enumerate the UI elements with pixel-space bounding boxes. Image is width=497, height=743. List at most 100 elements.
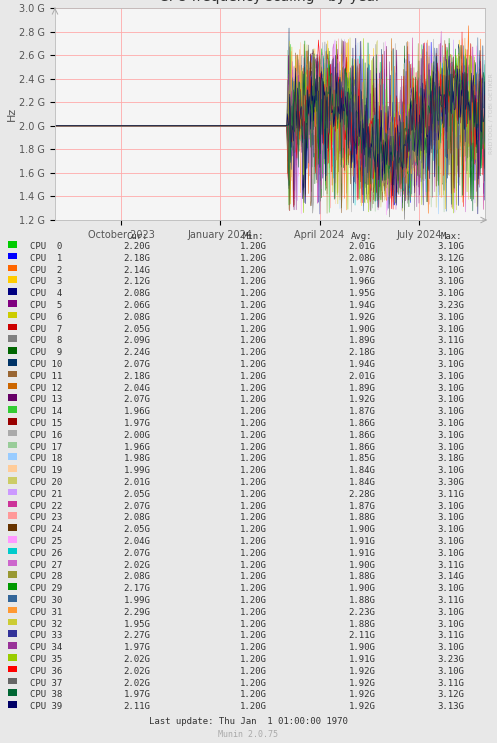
Text: 3.11G: 3.11G [437, 337, 464, 345]
Text: 2.01G: 2.01G [348, 372, 375, 381]
Text: 1.20G: 1.20G [240, 301, 266, 310]
Text: 1.91G: 1.91G [348, 655, 375, 664]
Text: CPU 33: CPU 33 [30, 632, 62, 640]
Text: CPU 30: CPU 30 [30, 596, 62, 605]
Text: 1.96G: 1.96G [348, 277, 375, 286]
Text: 3.11G: 3.11G [437, 632, 464, 640]
Text: 1.92G: 1.92G [348, 313, 375, 322]
Text: CPU  2: CPU 2 [30, 265, 62, 275]
Text: 1.20G: 1.20G [240, 289, 266, 298]
Text: Munin 2.0.75: Munin 2.0.75 [219, 730, 278, 739]
Text: 3.11G: 3.11G [437, 596, 464, 605]
Text: 1.20G: 1.20G [240, 383, 266, 392]
Text: 1.85G: 1.85G [348, 455, 375, 464]
Text: 2.18G: 2.18G [124, 372, 151, 381]
Text: 2.08G: 2.08G [124, 313, 151, 322]
Text: CPU 31: CPU 31 [30, 608, 62, 617]
Text: CPU 15: CPU 15 [30, 419, 62, 428]
Text: 1.91G: 1.91G [348, 537, 375, 546]
Text: 3.10G: 3.10G [437, 383, 464, 392]
Text: 1.84G: 1.84G [348, 466, 375, 476]
Text: 2.00G: 2.00G [124, 431, 151, 440]
Text: 3.12G: 3.12G [437, 690, 464, 699]
Text: CPU 36: CPU 36 [30, 666, 62, 676]
Text: CPU  5: CPU 5 [30, 301, 62, 310]
Text: 1.89G: 1.89G [348, 337, 375, 345]
Text: 3.14G: 3.14G [437, 572, 464, 582]
Text: CPU 18: CPU 18 [30, 455, 62, 464]
Text: 1.94G: 1.94G [348, 301, 375, 310]
Text: 2.09G: 2.09G [124, 337, 151, 345]
Text: 1.20G: 1.20G [240, 702, 266, 711]
Text: 3.10G: 3.10G [437, 395, 464, 404]
Text: 1.20G: 1.20G [240, 584, 266, 593]
Text: 1.20G: 1.20G [240, 337, 266, 345]
Text: CPU 38: CPU 38 [30, 690, 62, 699]
Text: CPU  0: CPU 0 [30, 242, 62, 251]
Text: 3.10G: 3.10G [437, 419, 464, 428]
Text: 1.92G: 1.92G [348, 666, 375, 676]
Text: 3.23G: 3.23G [437, 655, 464, 664]
Text: 3.10G: 3.10G [437, 513, 464, 522]
Text: 2.06G: 2.06G [124, 301, 151, 310]
Text: 3.11G: 3.11G [437, 678, 464, 687]
Text: 1.90G: 1.90G [348, 584, 375, 593]
Text: 1.20G: 1.20G [240, 395, 266, 404]
Text: 1.92G: 1.92G [348, 702, 375, 711]
Text: 1.20G: 1.20G [240, 525, 266, 534]
Text: CPU 20: CPU 20 [30, 478, 62, 487]
Text: 3.10G: 3.10G [437, 537, 464, 546]
Text: 1.98G: 1.98G [124, 455, 151, 464]
Text: 2.05G: 2.05G [124, 490, 151, 499]
Text: 1.20G: 1.20G [240, 666, 266, 676]
Text: 1.87G: 1.87G [348, 502, 375, 510]
Text: 1.96G: 1.96G [124, 443, 151, 452]
Text: 2.07G: 2.07G [124, 360, 151, 369]
Text: 3.10G: 3.10G [437, 431, 464, 440]
Text: 1.90G: 1.90G [348, 643, 375, 652]
Text: 1.90G: 1.90G [348, 325, 375, 334]
Text: CPU 10: CPU 10 [30, 360, 62, 369]
Text: 1.88G: 1.88G [348, 572, 375, 582]
Text: 3.10G: 3.10G [437, 666, 464, 676]
Text: 1.97G: 1.97G [348, 265, 375, 275]
Text: 2.02G: 2.02G [124, 561, 151, 570]
Text: 1.86G: 1.86G [348, 431, 375, 440]
Text: 1.20G: 1.20G [240, 325, 266, 334]
Text: 1.20G: 1.20G [240, 242, 266, 251]
Text: 1.97G: 1.97G [124, 643, 151, 652]
Text: 3.10G: 3.10G [437, 608, 464, 617]
Text: 2.18G: 2.18G [348, 348, 375, 357]
Text: 1.20G: 1.20G [240, 407, 266, 416]
Text: CPU  1: CPU 1 [30, 254, 62, 263]
Text: 1.90G: 1.90G [348, 561, 375, 570]
Text: RRDTOOL / TOBI OETIKER: RRDTOOL / TOBI OETIKER [489, 74, 494, 155]
Text: 1.20G: 1.20G [240, 502, 266, 510]
Text: 1.20G: 1.20G [240, 419, 266, 428]
Text: 2.02G: 2.02G [124, 678, 151, 687]
Text: 3.30G: 3.30G [437, 478, 464, 487]
Text: 1.20G: 1.20G [240, 620, 266, 629]
Text: 2.04G: 2.04G [124, 383, 151, 392]
Text: 1.20G: 1.20G [240, 490, 266, 499]
Text: 3.10G: 3.10G [437, 372, 464, 381]
Text: 3.10G: 3.10G [437, 265, 464, 275]
Text: CPU 29: CPU 29 [30, 584, 62, 593]
Text: 1.88G: 1.88G [348, 620, 375, 629]
Text: CPU 14: CPU 14 [30, 407, 62, 416]
Text: 3.10G: 3.10G [437, 360, 464, 369]
Text: 3.10G: 3.10G [437, 502, 464, 510]
Text: CPU  3: CPU 3 [30, 277, 62, 286]
Text: 1.92G: 1.92G [348, 690, 375, 699]
Text: CPU 19: CPU 19 [30, 466, 62, 476]
Text: CPU  4: CPU 4 [30, 289, 62, 298]
Text: 1.20G: 1.20G [240, 572, 266, 582]
Text: 2.08G: 2.08G [348, 254, 375, 263]
Text: 3.10G: 3.10G [437, 620, 464, 629]
Text: 1.20G: 1.20G [240, 455, 266, 464]
Text: 2.24G: 2.24G [124, 348, 151, 357]
Text: 1.20G: 1.20G [240, 431, 266, 440]
Text: 1.20G: 1.20G [240, 690, 266, 699]
Text: 1.86G: 1.86G [348, 419, 375, 428]
Text: 1.20G: 1.20G [240, 549, 266, 558]
